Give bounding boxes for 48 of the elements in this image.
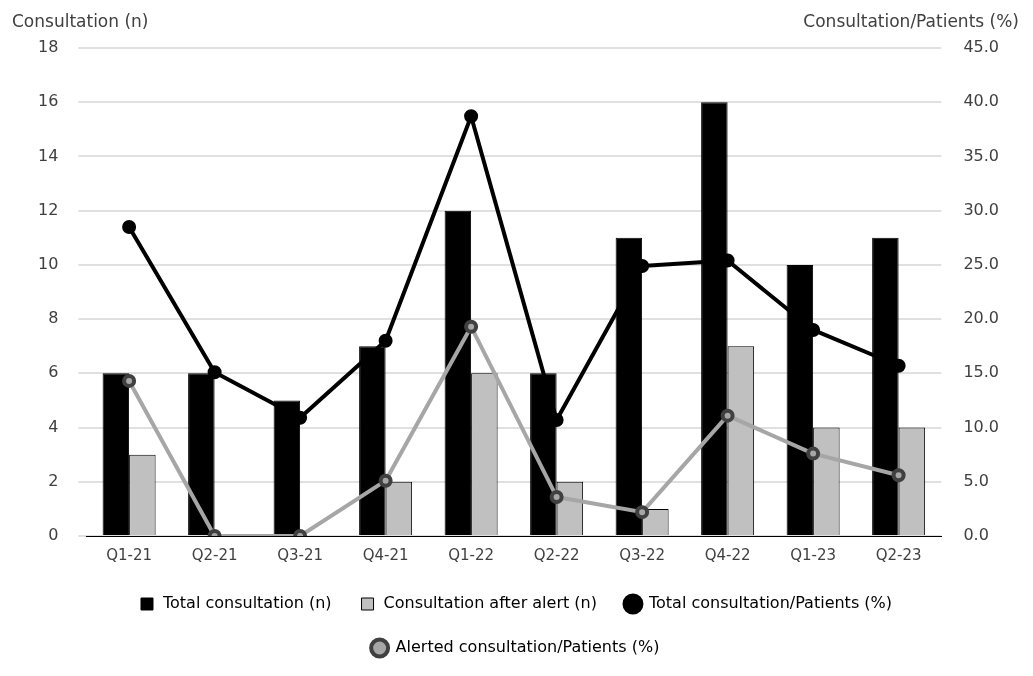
x-tick-label: Q1-22	[448, 545, 495, 564]
y-tick-label: 12	[38, 199, 59, 219]
y-tick-label: 16	[38, 91, 59, 111]
y2-tick-label: 0.0	[963, 525, 989, 545]
y2-tick-label: 40.0	[963, 91, 999, 111]
x-tick-label: Q4-22	[704, 545, 751, 564]
legend-label: Consultation after alert (n)	[383, 593, 597, 613]
point	[378, 473, 393, 488]
point	[207, 365, 222, 380]
point	[720, 408, 735, 423]
x-tick-label: Q2-23	[875, 545, 922, 564]
x-tick-label: Q4-21	[362, 545, 409, 564]
y-tick-label: 8	[48, 308, 59, 328]
point	[464, 109, 479, 124]
legend-label: Total consultation (n)	[162, 593, 332, 613]
point	[122, 219, 137, 234]
y2-tick-label: 45.0	[963, 37, 999, 57]
x-tick-label: Q3-21	[277, 545, 324, 564]
y2-tick-label: 5.0	[963, 470, 989, 490]
y-tick-label: 14	[38, 145, 59, 165]
y-tick-label: 10	[38, 254, 59, 274]
point	[891, 468, 906, 483]
point	[122, 373, 137, 388]
point	[549, 489, 564, 504]
x-tick-label: Q1-21	[106, 545, 153, 564]
y-axis-title: Consultation (n)	[12, 10, 149, 31]
x-tick-label: Q2-21	[191, 545, 238, 564]
point	[635, 505, 650, 520]
y2-tick-label: 20.0	[963, 308, 999, 328]
y2-axis-title: Consultation/Patients (%)	[803, 10, 1019, 31]
legend-label: Alerted consultation/Patients (%)	[395, 637, 660, 657]
y-tick-label: 0	[48, 525, 59, 545]
y-tick-label: 2	[48, 470, 59, 490]
x-tick-label: Q3-22	[619, 545, 666, 564]
point	[378, 333, 393, 348]
y2-tick-label: 30.0	[963, 199, 999, 219]
x-tick-label: Q2-22	[533, 545, 580, 564]
x-tick-label: Q1-23	[790, 545, 837, 564]
legend-label: Total consultation/Patients (%)	[647, 593, 893, 613]
y-tick-label: 6	[48, 362, 59, 382]
point	[464, 319, 479, 334]
y-tick-label: 18	[38, 37, 59, 57]
point	[806, 446, 821, 461]
y2-tick-label: 25.0	[963, 254, 999, 274]
y-tick-label: 4	[48, 416, 59, 436]
y2-tick-label: 15.0	[963, 362, 999, 382]
y2-tick-label: 35.0	[963, 145, 999, 165]
y2-tick-label: 10.0	[963, 416, 999, 436]
